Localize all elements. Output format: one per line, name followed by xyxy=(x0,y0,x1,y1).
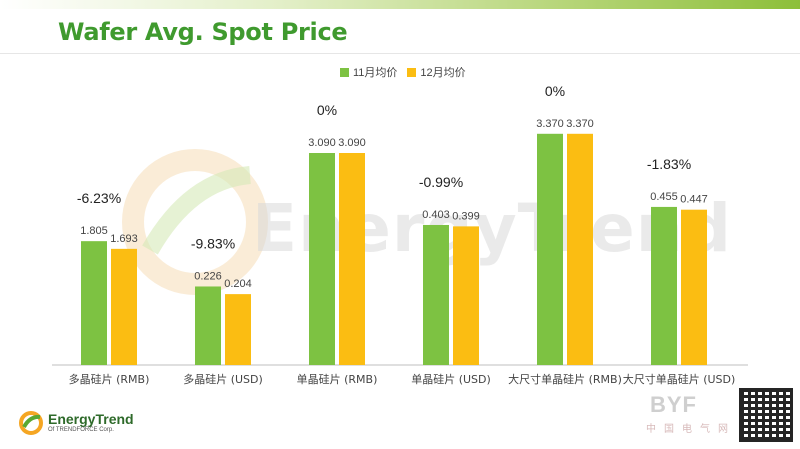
change-label: -6.23% xyxy=(77,190,121,206)
change-label: 0% xyxy=(545,83,565,99)
logo-name: EnergyTrend xyxy=(48,410,134,427)
bar-dec xyxy=(111,248,137,365)
data-label: 0.399 xyxy=(452,210,480,222)
category-label: 单晶硅片 (RMB) xyxy=(297,373,378,386)
bar-nov xyxy=(537,133,563,365)
data-label: 0.204 xyxy=(224,278,252,290)
page-title: Wafer Avg. Spot Price xyxy=(58,18,348,46)
change-label: -9.83% xyxy=(191,235,235,251)
bar-dec xyxy=(225,294,251,365)
bar-dec xyxy=(453,226,479,365)
qr-code-icon xyxy=(739,388,793,442)
data-label: 0.455 xyxy=(650,191,678,203)
data-label: 3.370 xyxy=(536,118,564,130)
legend-swatch-nov xyxy=(340,67,349,77)
data-label: 0.226 xyxy=(194,270,222,282)
corner-brand-watermark: BYF xyxy=(650,392,697,417)
bar-dec xyxy=(567,133,593,365)
category-label: 多晶硅片 (USD) xyxy=(183,372,263,386)
category-label: 多晶硅片 (RMB) xyxy=(69,372,150,386)
category-label: 单晶硅片 (USD) xyxy=(411,373,491,386)
category-label: 大尺寸单晶硅片 (USD) xyxy=(623,372,736,386)
energytrend-logo: EnergyTrend Of TRENDFORCE Corp. xyxy=(18,410,134,436)
change-label: -0.99% xyxy=(419,174,463,190)
data-label: 1.805 xyxy=(80,225,108,237)
title-divider xyxy=(0,53,800,54)
top-accent-bar xyxy=(0,0,800,9)
bar-nov xyxy=(423,224,449,365)
bar-nov xyxy=(81,241,107,365)
data-label: 0.447 xyxy=(680,194,708,206)
legend-swatch-dec xyxy=(407,67,417,77)
data-label: 3.090 xyxy=(308,137,336,149)
change-label: -1.83% xyxy=(647,156,691,172)
bar-dec xyxy=(339,153,365,365)
data-label: 0.403 xyxy=(422,209,450,221)
bar-dec xyxy=(681,209,707,365)
logo-subtitle: Of TRENDFORCE Corp. xyxy=(48,426,114,433)
legend-item-dec: 12月均价 xyxy=(407,64,466,80)
chart-legend: 11月均价 12月均价 xyxy=(340,64,466,80)
change-label: 0% xyxy=(317,102,337,118)
logo-swirl-icon xyxy=(19,411,43,435)
data-label: 3.370 xyxy=(566,118,594,130)
legend-item-nov: 11月均价 xyxy=(340,64,397,80)
legend-label-nov: 11月均价 xyxy=(353,67,398,79)
corner-brand-subtitle: 中国电气网 xyxy=(646,424,736,435)
data-label: 3.090 xyxy=(338,137,366,149)
bar-nov xyxy=(195,286,221,365)
data-label: 1.693 xyxy=(110,233,138,245)
category-label: 大尺寸单晶硅片 (RMB) xyxy=(508,372,622,386)
legend-label-dec: 12月均价 xyxy=(420,67,466,79)
bar-nov xyxy=(651,206,677,365)
bar-nov xyxy=(309,153,335,365)
